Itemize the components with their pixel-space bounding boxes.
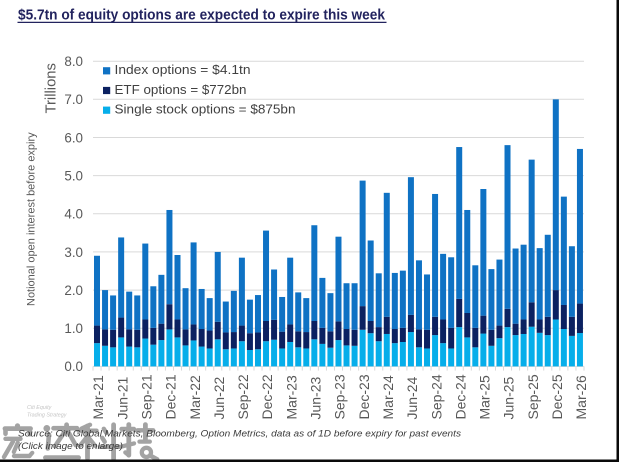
svg-text:7.0: 7.0 <box>64 92 83 107</box>
svg-text:Jun-24: Jun-24 <box>404 376 420 419</box>
svg-text:ETF options = $772bn: ETF options = $772bn <box>115 83 247 97</box>
svg-text:Jun-25: Jun-25 <box>501 376 517 419</box>
svg-text:3.0: 3.0 <box>64 245 83 260</box>
svg-text:Single stock options = $875bn: Single stock options = $875bn <box>115 103 296 117</box>
svg-text:6.0: 6.0 <box>64 130 83 145</box>
svg-text:Trading Strategy: Trading Strategy <box>27 413 67 419</box>
svg-text:Trillions: Trillions <box>43 63 59 113</box>
svg-text:Jun-23: Jun-23 <box>308 376 324 419</box>
svg-text:Mar-25: Mar-25 <box>477 375 493 420</box>
svg-text:8.0: 8.0 <box>64 54 83 69</box>
svg-text:Mar-22: Mar-22 <box>187 375 203 420</box>
svg-text:Mar-26: Mar-26 <box>573 375 589 420</box>
svg-text:Jun-22: Jun-22 <box>211 376 227 419</box>
svg-text:2.0: 2.0 <box>64 283 83 298</box>
svg-text:Sep-23: Sep-23 <box>332 374 348 419</box>
svg-text:Mar-23: Mar-23 <box>283 375 299 420</box>
svg-text:Mar-21: Mar-21 <box>90 375 106 420</box>
svg-text:Source: Citi Global Markets, B: Source: Citi Global Markets, Bloomberg, … <box>18 429 461 440</box>
svg-text:Notional open interest before: Notional open interest before expiry <box>26 132 38 306</box>
svg-text:Mar-24: Mar-24 <box>380 375 396 420</box>
svg-text:Dec-24: Dec-24 <box>452 374 468 419</box>
svg-text:Index options = $4.1tn: Index options = $4.1tn <box>115 63 251 77</box>
svg-text:(Click image to enlarge): (Click image to enlarge) <box>18 441 123 452</box>
svg-text:Sep-21: Sep-21 <box>139 374 155 419</box>
svg-text:$5.7tn of equity options are e: $5.7tn of equity options are expected to… <box>18 8 385 24</box>
svg-text:1.0: 1.0 <box>64 321 83 336</box>
svg-text:0.0: 0.0 <box>64 359 83 374</box>
svg-text:Dec-21: Dec-21 <box>163 374 179 419</box>
svg-text:Citi Equity: Citi Equity <box>27 405 52 411</box>
svg-text:Sep-25: Sep-25 <box>525 374 541 419</box>
svg-text:Dec-25: Dec-25 <box>549 374 565 419</box>
svg-text:Sep-22: Sep-22 <box>235 374 251 419</box>
svg-text:5.0: 5.0 <box>64 168 83 183</box>
svg-text:Jun-21: Jun-21 <box>114 376 130 419</box>
svg-text:Dec-23: Dec-23 <box>356 374 372 419</box>
svg-text:4.0: 4.0 <box>64 207 83 222</box>
svg-text:Dec-22: Dec-22 <box>259 374 275 419</box>
svg-text:Sep-24: Sep-24 <box>428 374 444 419</box>
